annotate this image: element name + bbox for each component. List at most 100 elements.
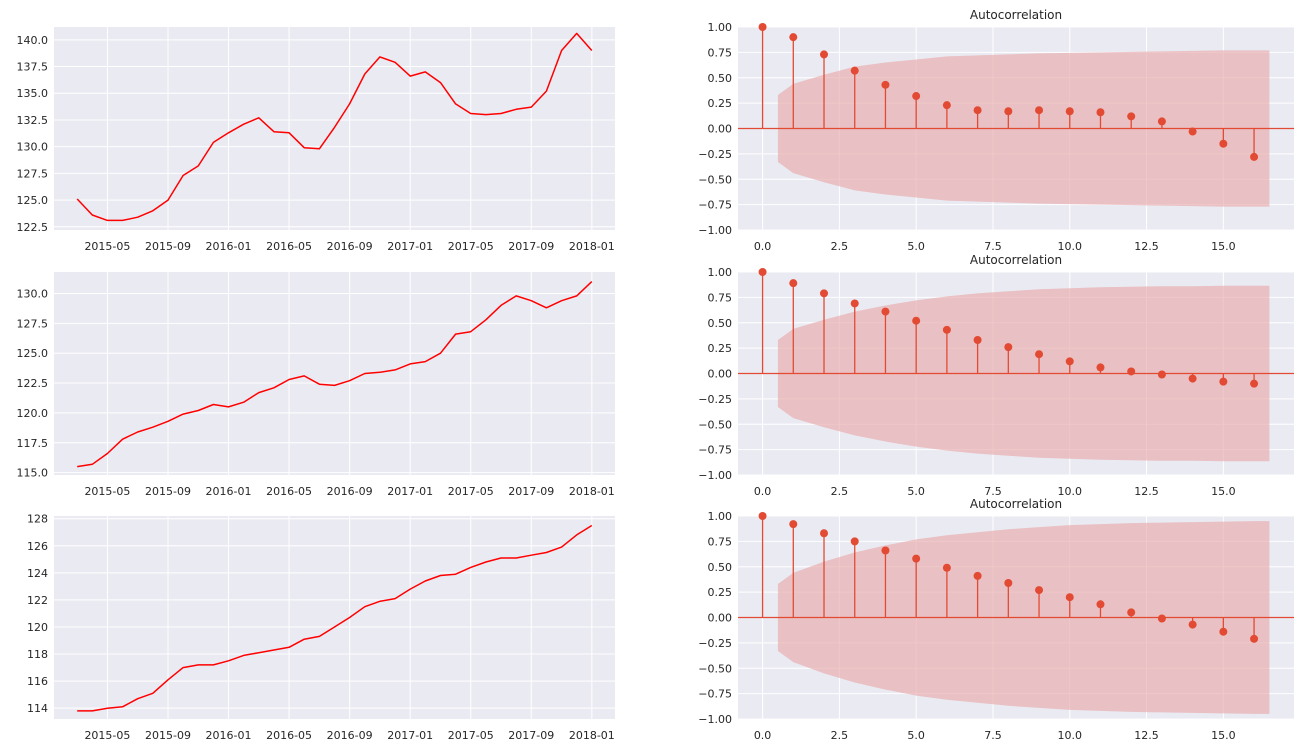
y-tick-label: 132.5 [17, 114, 49, 127]
x-tick-label: 2016-01 [206, 485, 252, 498]
y-tick-label: 1.00 [708, 21, 733, 34]
y-tick-label: 0.75 [708, 291, 733, 304]
plot-area [54, 272, 615, 475]
chart-title: Autocorrelation [970, 253, 1062, 267]
y-tick-label: −0.50 [698, 173, 732, 186]
acf-marker [1219, 377, 1228, 386]
y-tick-label: 120.0 [17, 407, 49, 420]
y-tick-label: −0.75 [698, 444, 732, 457]
x-tick-label: 5.0 [907, 485, 925, 498]
acf-marker [789, 33, 798, 42]
acf-marker [1035, 586, 1044, 595]
acf-marker [1219, 139, 1228, 148]
y-tick-label: 137.5 [17, 61, 49, 74]
y-tick-label: 0.50 [708, 317, 733, 330]
acf-marker [1096, 108, 1105, 117]
x-tick-label: 2017-09 [508, 729, 554, 742]
acf-marker [881, 546, 890, 555]
y-tick-label: 114 [27, 702, 48, 715]
x-tick-label: 2015-09 [145, 729, 191, 742]
x-tick-label: 7.5 [984, 240, 1002, 253]
y-tick-label: 130.0 [17, 141, 49, 154]
acf-marker [1035, 106, 1044, 115]
chart-title: Autocorrelation [970, 497, 1062, 511]
y-tick-label: 0.75 [708, 46, 733, 59]
y-tick-label: 0.50 [708, 561, 733, 574]
x-tick-label: 2015-09 [145, 485, 191, 498]
x-tick-label: 10.0 [1058, 485, 1083, 498]
plot-area [54, 516, 615, 719]
acf-marker [1127, 608, 1136, 617]
x-tick-label: 2018-01 [569, 240, 615, 253]
x-tick-label: 5.0 [907, 240, 925, 253]
y-tick-label: 0.00 [708, 612, 733, 625]
x-tick-label: 2015-09 [145, 240, 191, 253]
y-tick-label: 0.25 [708, 97, 733, 110]
acf-marker [758, 512, 767, 520]
y-tick-label: 126 [27, 540, 48, 553]
y-tick-label: 128 [27, 513, 48, 526]
acf-marker [1250, 634, 1259, 643]
x-tick-label: 2016-05 [266, 485, 312, 498]
y-tick-label: 125.0 [17, 347, 49, 360]
y-tick-label: 130.0 [17, 287, 49, 300]
y-tick-label: −1.00 [698, 713, 732, 726]
series-line [76, 32, 593, 222]
y-tick-label: 140.0 [17, 34, 49, 47]
acf-marker [1157, 117, 1166, 126]
y-tick-label: 125.0 [17, 194, 49, 207]
acf-marker [1188, 374, 1197, 383]
acf-marker [912, 316, 921, 325]
acf-marker [912, 554, 921, 563]
x-tick-label: 0.0 [754, 729, 772, 742]
x-tick-label: 2016-09 [327, 240, 373, 253]
x-tick-label: 2017-01 [387, 729, 433, 742]
gridlines [54, 516, 615, 719]
y-tick-label: 120 [27, 621, 48, 634]
acf-marker [1157, 370, 1166, 379]
x-tick-label: 2.5 [831, 729, 849, 742]
acf-marker [1127, 112, 1136, 121]
acf-marker [973, 336, 982, 345]
acf-marker [912, 92, 921, 101]
y-tick-label: −1.00 [698, 469, 732, 482]
gridlines [54, 272, 615, 475]
acf-marker [881, 80, 890, 89]
x-tick-label: 5.0 [907, 729, 925, 742]
acf-chart-1: 0.0 2.5 5.0 7.5 10.0 12.5 15.0 1.00 0.75 0.50 0.25… [698, 8, 1294, 253]
acf-marker [758, 23, 767, 31]
x-tick-label: 2015-05 [84, 240, 130, 253]
timeseries-chart-3: 2015-05 2015-09 2016-01 2016-05 2016-09 2017-… [27, 513, 615, 742]
acf-marker [1065, 107, 1074, 116]
acf-marker [973, 571, 982, 580]
y-tick-label: 0.00 [708, 123, 733, 136]
acf-marker [1004, 578, 1013, 587]
x-tick-label: 12.5 [1134, 240, 1159, 253]
y-tick-label: −0.25 [698, 637, 732, 650]
y-tick-label: 117.5 [17, 437, 49, 450]
y-tick-label: −0.75 [698, 688, 732, 701]
x-tick-label: 15.0 [1211, 240, 1236, 253]
acf-marker [1065, 593, 1074, 602]
x-tick-label: 2017-01 [387, 485, 433, 498]
y-tick-label: 127.5 [17, 317, 49, 330]
timeseries-chart-2: 2015-05 2015-09 2016-01 2016-05 2016-09 2017-… [17, 272, 615, 498]
acf-marker [1188, 620, 1197, 629]
x-tick-label: 10.0 [1058, 240, 1083, 253]
x-tick-label: 2015-05 [84, 729, 130, 742]
acf-marker [820, 50, 829, 59]
y-tick-label: 122.5 [17, 377, 49, 390]
timeseries-chart-1: 2015-05 2015-09 2016-01 2016-05 2016-09 2017-… [17, 27, 615, 253]
y-tick-label: 122.5 [17, 221, 49, 234]
x-tick-label: 15.0 [1211, 485, 1236, 498]
acf-marker [1035, 350, 1044, 359]
acf-marker [1127, 367, 1136, 376]
acf-marker [1004, 343, 1013, 352]
acf-chart-3: 0.0 2.5 5.0 7.5 10.0 12.5 15.0 1.00 0.75 0.50 0.25… [698, 497, 1294, 742]
x-tick-label: 7.5 [984, 729, 1002, 742]
acf-marker [1157, 614, 1166, 623]
x-tick-label: 2.5 [831, 485, 849, 498]
y-tick-label: 0.50 [708, 72, 733, 85]
acf-marker [1004, 107, 1013, 116]
